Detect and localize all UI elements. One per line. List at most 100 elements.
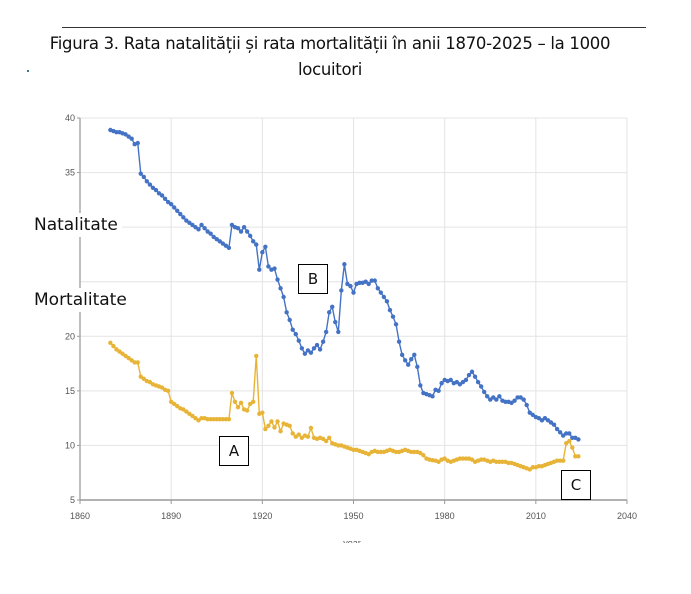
- data-point-mortalitate: [478, 457, 484, 462]
- title-line-1: Figura 3. Rata natalității și rata morta…: [49, 34, 611, 53]
- data-point-mortalitate: [114, 347, 119, 352]
- data-point-natalitate: [378, 290, 384, 295]
- axes: [77, 117, 628, 504]
- stray-dot: [27, 70, 29, 72]
- data-point-mortalitate: [193, 415, 198, 421]
- data-point-natalitate: [168, 202, 174, 207]
- tick-labels: 1860 1890 1920 1950 1980 2010 2040 5 10 15 20 35 40: [65, 113, 637, 521]
- data-point-natalitate: [551, 422, 557, 427]
- data-point-natalitate: [311, 346, 317, 351]
- data-point-natalitate: [260, 250, 265, 255]
- data-point-natalitate: [114, 129, 119, 135]
- data-point-mortalitate: [223, 417, 229, 422]
- annotation-c: C: [561, 470, 591, 500]
- data-point-mortalitate: [247, 401, 253, 407]
- data-point-natalitate: [454, 379, 460, 385]
- data-point-natalitate: [415, 364, 420, 370]
- data-point-mortalitate: [111, 343, 116, 349]
- data-point-mortalitate: [187, 411, 192, 416]
- data-point-natalitate: [393, 322, 399, 327]
- data-point-natalitate: [235, 226, 241, 231]
- data-point-natalitate: [351, 290, 356, 295]
- data-point-mortalitate: [278, 429, 283, 434]
- data-point-mortalitate: [184, 409, 189, 414]
- data-point-mortalitate: [260, 410, 265, 415]
- data-point-mortalitate: [351, 447, 356, 452]
- data-point-natalitate: [485, 394, 490, 399]
- data-point-natalitate: [299, 346, 305, 351]
- data-point-mortalitate: [254, 353, 259, 359]
- data-point-mortalitate: [296, 432, 301, 437]
- data-point-natalitate: [503, 399, 508, 404]
- data-point-mortalitate: [165, 388, 171, 394]
- data-point-natalitate: [214, 236, 219, 242]
- data-point-natalitate: [509, 400, 514, 406]
- data-point-natalitate: [460, 379, 466, 385]
- data-point-mortalitate: [290, 431, 295, 436]
- data-point-mortalitate: [536, 463, 542, 469]
- data-point-natalitate: [308, 350, 314, 355]
- data-point-mortalitate: [175, 403, 180, 409]
- data-point-natalitate: [545, 418, 551, 423]
- data-point-natalitate: [275, 277, 280, 282]
- data-point-natalitate: [290, 327, 295, 332]
- data-point-natalitate: [187, 220, 192, 225]
- series-line-mortalitate: [109, 342, 579, 471]
- data-point-natalitate: [144, 179, 150, 184]
- data-point-mortalitate: [132, 360, 137, 365]
- data-point-mortalitate: [238, 400, 244, 406]
- data-point-mortalitate: [506, 460, 511, 466]
- data-point-mortalitate: [323, 438, 329, 444]
- data-point-natalitate: [576, 437, 581, 442]
- data-point-natalitate: [448, 377, 453, 383]
- data-point-mortalitate: [126, 355, 131, 361]
- data-point-natalitate: [375, 286, 381, 291]
- data-point-natalitate: [466, 372, 472, 378]
- data-point-mortalitate: [263, 426, 268, 432]
- data-point-mortalitate: [308, 425, 314, 431]
- x-tick-label: 2040: [617, 511, 637, 521]
- data-point-mortalitate: [573, 454, 578, 459]
- data-point-natalitate: [175, 208, 180, 213]
- data-point-natalitate: [570, 435, 575, 440]
- data-point-natalitate: [488, 397, 493, 402]
- x-tick-label: 1950: [343, 511, 363, 521]
- data-point-natalitate: [184, 218, 189, 223]
- data-point-natalitate: [512, 398, 517, 403]
- data-point-mortalitate: [211, 417, 216, 422]
- data-point-mortalitate: [567, 438, 572, 444]
- annotation-a: A: [219, 436, 249, 466]
- data-point-natalitate: [123, 132, 128, 137]
- data-point-natalitate: [481, 389, 487, 395]
- data-point-natalitate: [348, 283, 353, 289]
- data-point-mortalitate: [220, 417, 226, 422]
- data-point-mortalitate: [421, 453, 426, 458]
- series-lines: [108, 127, 581, 472]
- data-point-natalitate: [369, 278, 374, 283]
- data-point-natalitate: [205, 229, 210, 234]
- x-tick-label: 1980: [435, 511, 455, 521]
- data-point-mortalitate: [554, 458, 560, 463]
- data-point-natalitate: [418, 383, 423, 388]
- annotation-b: B: [298, 264, 328, 294]
- data-point-mortalitate: [375, 449, 381, 455]
- data-point-mortalitate: [129, 358, 134, 363]
- data-point-mortalitate: [235, 405, 241, 410]
- data-point-natalitate: [251, 239, 256, 244]
- data-point-natalitate: [336, 329, 341, 335]
- data-point-natalitate: [372, 278, 377, 283]
- data-point-mortalitate: [469, 457, 475, 462]
- data-point-natalitate: [469, 369, 475, 374]
- data-point-natalitate: [323, 329, 329, 335]
- data-point-mortalitate: [205, 417, 210, 422]
- data-point-natalitate: [457, 382, 463, 387]
- data-point-natalitate: [560, 433, 566, 438]
- data-point-mortalitate: [457, 456, 463, 461]
- data-point-natalitate: [357, 280, 362, 286]
- data-point-mortalitate: [412, 449, 417, 455]
- data-point-mortalitate: [141, 376, 147, 382]
- data-point-natalitate: [409, 357, 414, 362]
- data-point-natalitate: [390, 314, 396, 319]
- data-point-natalitate: [287, 317, 292, 323]
- data-point-mortalitate: [500, 459, 505, 464]
